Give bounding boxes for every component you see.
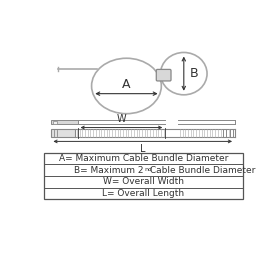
Text: A: A <box>122 78 131 91</box>
FancyBboxPatch shape <box>156 69 171 81</box>
Text: L= Overall Length: L= Overall Length <box>102 189 185 198</box>
Text: A= Maximum Cable Bundle Diameter: A= Maximum Cable Bundle Diameter <box>59 154 228 163</box>
Text: Cable Bundle Diameter: Cable Bundle Diameter <box>147 166 256 175</box>
Bar <box>50 129 75 137</box>
Text: nd: nd <box>144 167 152 172</box>
Bar <box>44 153 243 199</box>
Text: B: B <box>190 67 199 80</box>
Text: W= Overall Width: W= Overall Width <box>103 177 184 186</box>
Text: B= Maximum 2: B= Maximum 2 <box>74 166 143 175</box>
Text: L: L <box>140 144 146 154</box>
Text: W: W <box>116 115 126 124</box>
Text: B= Maximum 2: B= Maximum 2 <box>74 166 143 175</box>
Bar <box>53 121 57 124</box>
Bar <box>50 120 78 124</box>
